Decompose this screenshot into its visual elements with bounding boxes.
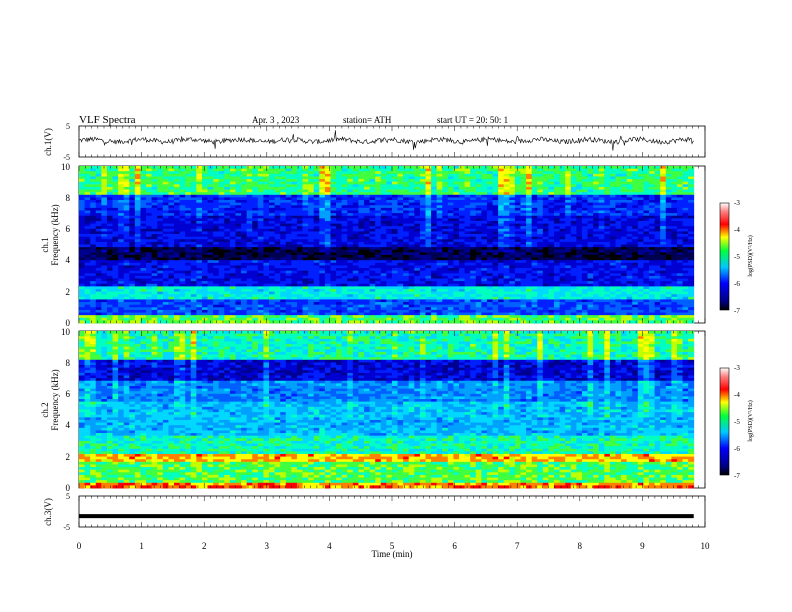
- ch2-cb-tick-m5: -5: [734, 418, 740, 426]
- x-tick-label-9: 9: [640, 541, 645, 551]
- ch2-cb-tick-m4: -4: [734, 391, 740, 399]
- ch2-colorbar: -3 -4 -5 -6 -7 log(PSD)(V²/Hz): [719, 364, 754, 480]
- ch1-ytick-10: 10: [61, 162, 71, 172]
- x-tick-label-10: 10: [701, 541, 711, 551]
- figure-title: VLF Spectra: [79, 114, 136, 126]
- ch2-cb-tick-m6: -6: [734, 445, 740, 453]
- station-label: station= ATH: [343, 115, 392, 125]
- ch3-ytick-top: 5: [66, 492, 70, 501]
- ch3-waveform-ticks: [78, 496, 706, 527]
- ch1-ytick-6: 6: [66, 224, 71, 234]
- ch1-waveform-ticks: [78, 126, 706, 157]
- ch2-channel-label: ch.2: [40, 402, 50, 417]
- ch2-ytick-2: 2: [66, 452, 71, 462]
- ch1-colorbar-label: log(PSD)(V²/Hz): [747, 235, 754, 276]
- ch1-freq-tick-labels: 0 2 4 6 8 10: [61, 162, 71, 328]
- ch1-spectrogram-panel: 0 2 4 6 8 10 Frequency (kHz) ch.1 -3 -4 …: [40, 162, 754, 328]
- ch1-ytick-8: 8: [66, 193, 71, 203]
- ch3-ytick-bottom: -5: [63, 523, 70, 532]
- date-label: Apr. 3 , 2023: [252, 115, 300, 125]
- ch1-cb-tick-m7: -7: [734, 307, 740, 315]
- ch2-freq-tick-labels: 0 2 4 6 8 10: [61, 327, 71, 493]
- x-tick-labels: 0 1 2 3 4 5 6 7 8 9 10: [77, 541, 710, 551]
- ch1-ytick-top: 5: [66, 122, 70, 131]
- ch2-ytick-10: 10: [61, 327, 71, 337]
- ch1-waveform-panel: 5 -5 ch.1(V): [43, 122, 706, 162]
- ch2-frequency-ylabel: Frequency (kHz): [50, 369, 60, 430]
- ch2-ytick-6: 6: [66, 389, 71, 399]
- start-ut-label: start UT = 20: 50: 1: [437, 115, 508, 125]
- ch1-cb-tick-m5: -5: [734, 253, 740, 261]
- ch2-ytick-0: 0: [66, 483, 71, 493]
- ch1-frequency-ylabel: Frequency (kHz): [50, 204, 60, 265]
- x-tick-label-2: 2: [202, 541, 207, 551]
- x-axis-label: Time (min): [372, 549, 413, 559]
- ch1-cb-tick-m6: -6: [734, 280, 740, 288]
- ch2-spectrogram-panel: 0 2 4 6 8 10 Frequency (kHz) ch.2 -3 -4 …: [40, 327, 754, 493]
- x-tick-label-3: 3: [265, 541, 270, 551]
- x-tick-label-0: 0: [77, 541, 82, 551]
- ch1-ytick-bottom: -5: [63, 153, 70, 162]
- ch2-colorbar-bar: [719, 367, 730, 476]
- ch1-ytick-2: 2: [66, 287, 71, 297]
- ch1-spectrogram-ticks: [78, 166, 706, 323]
- x-tick-label-7: 7: [515, 541, 520, 551]
- ch1-cb-tick-m3: -3: [734, 199, 740, 207]
- ch2-ytick-8: 8: [66, 358, 71, 368]
- ch2-cb-tick-m7: -7: [734, 472, 740, 480]
- x-tick-label-6: 6: [452, 541, 457, 551]
- ch1-channel-label: ch.1: [40, 237, 50, 252]
- ch1-ytick-0: 0: [66, 318, 71, 328]
- x-tick-label-4: 4: [327, 541, 332, 551]
- ch1-spectrogram-image: [79, 166, 695, 324]
- ch3-waveform-ylabel: ch.3(V): [43, 498, 53, 526]
- ch2-cb-tick-m3: -3: [734, 364, 740, 372]
- ch2-colorbar-label: log(PSD)(V²/Hz): [747, 400, 754, 441]
- ch1-colorbar-bar: [719, 202, 730, 311]
- x-tick-label-5: 5: [390, 541, 395, 551]
- ch1-cb-tick-m4: -4: [734, 226, 740, 234]
- ch1-waveform-ylabel: ch.1(V): [43, 128, 53, 156]
- ch2-spectrogram-image: [79, 331, 695, 489]
- ch2-ytick-4: 4: [66, 420, 71, 430]
- x-tick-label-8: 8: [578, 541, 583, 551]
- ch1-ytick-4: 4: [66, 255, 71, 265]
- ch2-spectrogram-ticks: [78, 331, 706, 488]
- x-tick-label-1: 1: [139, 541, 144, 551]
- ch1-colorbar: -3 -4 -5 -6 -7 log(PSD)(V²/Hz): [719, 199, 754, 315]
- ch1-waveform-line: [79, 130, 694, 151]
- ch3-waveform-panel: 5 -5 ch.3(V): [43, 492, 706, 532]
